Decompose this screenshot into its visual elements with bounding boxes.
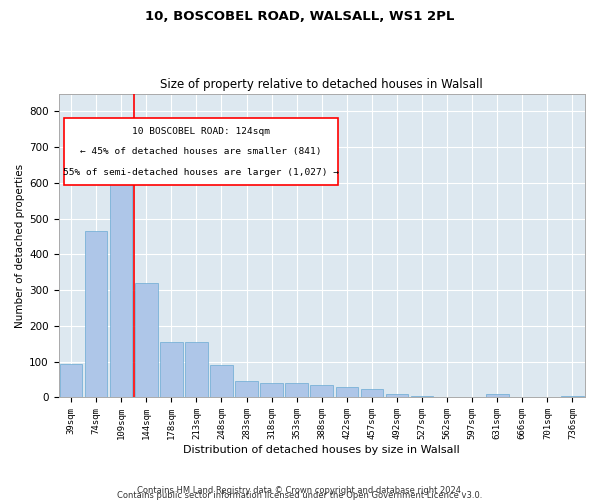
Bar	[260, 383, 283, 398]
Bar	[486, 394, 509, 398]
Bar	[85, 231, 107, 398]
Bar	[361, 388, 383, 398]
Bar	[135, 283, 158, 398]
Bar	[60, 364, 82, 398]
Text: ← 45% of detached houses are smaller (841): ← 45% of detached houses are smaller (84…	[80, 147, 322, 156]
Bar	[335, 386, 358, 398]
Text: Contains public sector information licensed under the Open Government Licence v3: Contains public sector information licen…	[118, 490, 482, 500]
Y-axis label: Number of detached properties: Number of detached properties	[15, 164, 25, 328]
Text: 10, BOSCOBEL ROAD, WALSALL, WS1 2PL: 10, BOSCOBEL ROAD, WALSALL, WS1 2PL	[145, 10, 455, 23]
Bar	[110, 167, 133, 398]
Bar	[235, 382, 258, 398]
Text: 10 BOSCOBEL ROAD: 124sqm: 10 BOSCOBEL ROAD: 124sqm	[131, 126, 269, 136]
Text: Contains HM Land Registry data © Crown copyright and database right 2024.: Contains HM Land Registry data © Crown c…	[137, 486, 463, 495]
Bar	[310, 385, 333, 398]
X-axis label: Distribution of detached houses by size in Walsall: Distribution of detached houses by size …	[184, 445, 460, 455]
Text: 55% of semi-detached houses are larger (1,027) →: 55% of semi-detached houses are larger (…	[62, 168, 338, 177]
Bar	[286, 383, 308, 398]
Bar	[411, 396, 433, 398]
Bar	[561, 396, 584, 398]
FancyBboxPatch shape	[64, 118, 338, 184]
Bar	[160, 342, 182, 398]
Bar	[386, 394, 408, 398]
Bar	[210, 366, 233, 398]
Bar	[185, 342, 208, 398]
Title: Size of property relative to detached houses in Walsall: Size of property relative to detached ho…	[160, 78, 483, 91]
